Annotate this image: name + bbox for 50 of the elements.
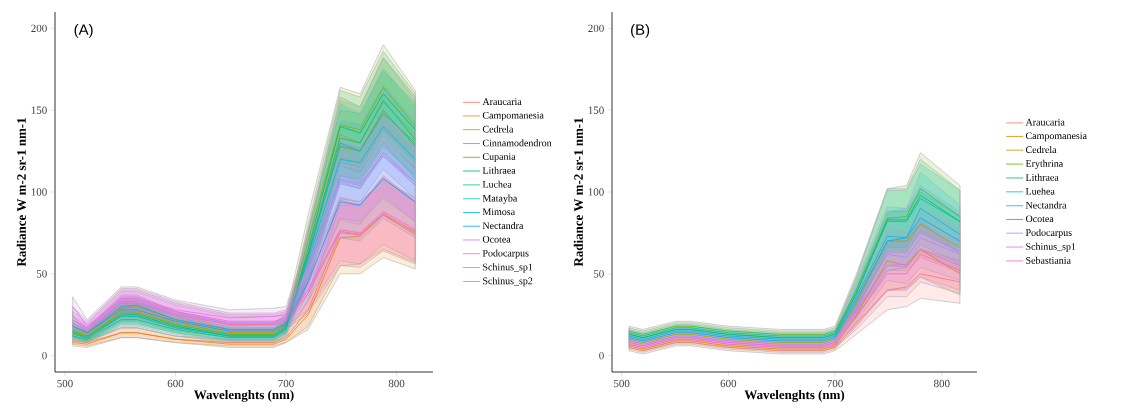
legend-label: Erythrina <box>1025 159 1064 169</box>
legend-label: Mimosa <box>482 208 515 216</box>
legend-label: Sebastiania <box>1026 256 1071 264</box>
x-axis-title: Wavelenghts (nm) <box>744 390 845 402</box>
legend-label: Cinnamodendron <box>482 139 552 147</box>
x-tick-label: 800 <box>934 379 950 388</box>
legend-label: Lithraea <box>482 166 516 174</box>
line-series <box>628 273 961 352</box>
legend-label: Schinus_sp1 <box>1026 242 1076 252</box>
y-tick-label: 150 <box>588 106 604 114</box>
y-tick-label: 100 <box>588 188 604 196</box>
text: (B) <box>631 23 650 38</box>
legend-label: Cupania <box>482 153 516 162</box>
y-tick-label: 200 <box>31 24 47 33</box>
y-axis-title: Radiance W m-2 sr-1 nm-1 <box>16 118 26 267</box>
legend-label: Nectandra <box>1025 201 1067 209</box>
legend-label: Podocarpus <box>482 249 529 259</box>
x-tick-label: 700 <box>278 379 294 388</box>
legend-label: Nectandra <box>482 222 524 230</box>
legend-label: Ocotea <box>482 235 511 243</box>
legend-label: Luehea <box>1025 187 1055 195</box>
x-tick-label: 800 <box>388 379 405 388</box>
y-tick-label: 0 <box>42 351 47 360</box>
legend-label: Schinus_sp1 <box>483 263 533 273</box>
y-tick-label: 0 <box>599 351 604 360</box>
legend-label: Araucaria <box>1025 118 1065 126</box>
x-tick-label: 500 <box>614 379 630 388</box>
legend-label: Cedrela <box>1025 145 1057 153</box>
legend-label: Ocotea <box>1025 215 1054 223</box>
y-tick-label: 200 <box>588 24 604 33</box>
legend-label: Matayba <box>482 194 518 204</box>
x-tick-label: 700 <box>827 379 843 388</box>
text: (A) <box>74 23 93 38</box>
legend-label: Campomanesia <box>482 111 544 121</box>
legend-label: Araucaria <box>482 98 522 106</box>
legend-label: Schinus_sp2 <box>483 277 533 287</box>
legend-label: Lithraea <box>1025 173 1059 181</box>
y-tick-label: 100 <box>31 188 47 196</box>
legend-label: Podocarpus <box>1025 228 1072 239</box>
x-tick-label: 600 <box>720 379 737 388</box>
legend-label: Luchea <box>482 180 512 188</box>
y-tick-label: 50 <box>593 270 604 278</box>
x-tick-label: 500 <box>57 379 73 388</box>
x-tick-label: 600 <box>167 379 184 388</box>
y-axis-title: Radiance W m-2 sr-1 nm-1 <box>573 118 583 267</box>
y-tick-label: 50 <box>36 270 47 278</box>
x-axis-title: Wavelenghts (nm) <box>194 390 294 402</box>
legend-label: Cedrela <box>482 125 514 133</box>
legend-label: Campomanesia <box>1025 132 1087 142</box>
y-tick-label: 150 <box>31 106 47 114</box>
